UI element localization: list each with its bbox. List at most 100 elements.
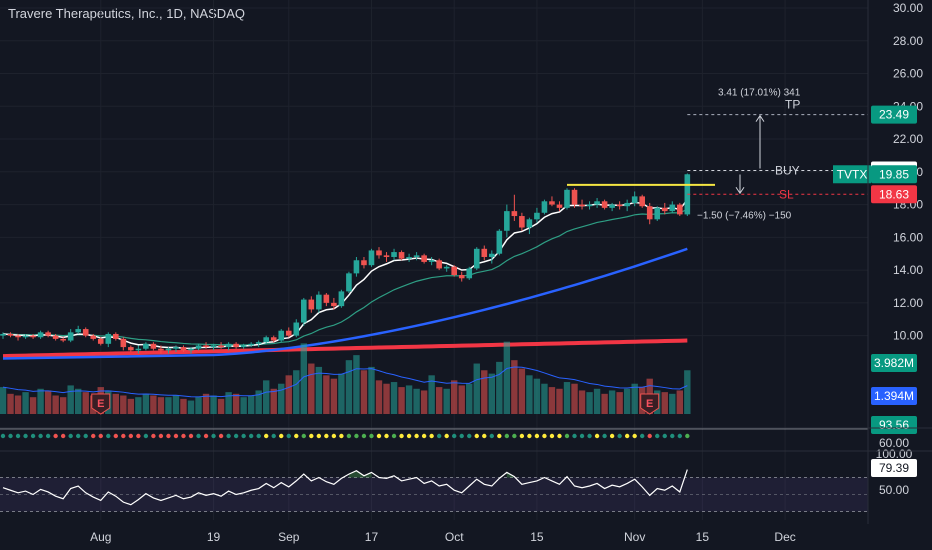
volume-bar bbox=[210, 395, 217, 414]
signal-dot bbox=[158, 433, 164, 439]
volume-bar bbox=[563, 382, 571, 414]
signal-dot bbox=[264, 433, 269, 439]
profit-arrow-head bbox=[755, 114, 765, 122]
symbol-tag-bg bbox=[833, 165, 871, 184]
candle-body bbox=[489, 253, 495, 257]
candle bbox=[428, 256, 435, 266]
price-axis-tick: 22.00 bbox=[893, 132, 923, 146]
signal-dot bbox=[339, 433, 344, 439]
signal-dot bbox=[640, 433, 645, 439]
candle-body bbox=[451, 266, 457, 276]
loss-arrow-head bbox=[735, 186, 745, 195]
signal-dot bbox=[30, 433, 36, 439]
signal-dot bbox=[369, 433, 374, 439]
signal-dot bbox=[421, 433, 427, 439]
candle bbox=[421, 253, 427, 264]
candle-body bbox=[361, 260, 367, 266]
earnings-marker-letter: E bbox=[646, 398, 653, 410]
candle bbox=[331, 297, 337, 310]
volume-bar bbox=[556, 388, 563, 414]
volume-bar bbox=[195, 397, 202, 414]
earnings-marker-shape bbox=[91, 393, 111, 415]
volume-bar bbox=[443, 388, 450, 414]
sl-label: SL bbox=[779, 187, 794, 201]
candle bbox=[90, 333, 97, 341]
candle bbox=[481, 245, 488, 261]
candle bbox=[586, 201, 593, 210]
signal-dot bbox=[624, 433, 630, 439]
signal-dot bbox=[497, 433, 502, 439]
volume-bar bbox=[52, 395, 59, 414]
signal-dot bbox=[173, 433, 179, 439]
signal-dot bbox=[519, 433, 525, 439]
volume-bar bbox=[120, 395, 127, 414]
signal-dot bbox=[414, 433, 419, 439]
date-axis-tick: 19 bbox=[207, 530, 221, 544]
signal-dot bbox=[91, 433, 96, 439]
volume-bar bbox=[435, 387, 443, 414]
volume-bar bbox=[338, 373, 345, 414]
volume-value-badge: 3.982M bbox=[874, 356, 914, 370]
volume-bar bbox=[59, 397, 67, 414]
signal-upper-badge-bg bbox=[871, 416, 917, 434]
volume-bar bbox=[571, 383, 578, 414]
candle bbox=[255, 340, 262, 348]
volume-bar bbox=[75, 388, 82, 414]
ema-mid-line bbox=[2, 208, 688, 346]
rsi-overbought-fill bbox=[348, 470, 372, 478]
signal-dot bbox=[38, 433, 43, 439]
price-axis-tick: 30.00 bbox=[893, 1, 923, 15]
volume-bar bbox=[300, 343, 307, 414]
earnings-marker-shape bbox=[640, 393, 660, 415]
signal-dot bbox=[489, 433, 494, 439]
volume-bar bbox=[165, 397, 172, 414]
signal-dot bbox=[286, 433, 291, 439]
candle bbox=[60, 337, 66, 343]
candle-body bbox=[293, 322, 300, 336]
candle bbox=[195, 343, 202, 351]
candle-body bbox=[406, 256, 412, 259]
signal-dot bbox=[512, 433, 517, 439]
signal-dot bbox=[572, 433, 577, 439]
candle bbox=[466, 266, 473, 280]
signal-dot bbox=[662, 433, 667, 439]
candle-body bbox=[368, 250, 375, 266]
candle-body bbox=[301, 299, 307, 323]
candle bbox=[37, 330, 44, 339]
candle bbox=[406, 253, 412, 262]
candle-body bbox=[579, 204, 585, 207]
signal-dot bbox=[316, 433, 322, 439]
candle bbox=[218, 342, 224, 349]
volume-bar bbox=[451, 380, 458, 414]
candle-body bbox=[338, 291, 345, 307]
candle-body bbox=[60, 338, 66, 341]
candle-body bbox=[113, 333, 119, 339]
candle-body bbox=[37, 332, 44, 338]
candle-body bbox=[225, 343, 232, 348]
volume-bar bbox=[278, 383, 285, 414]
volume-bar bbox=[127, 398, 135, 414]
sl-price-badge-bg bbox=[871, 185, 917, 204]
candle bbox=[413, 252, 420, 261]
signal-dot bbox=[53, 433, 58, 439]
candle bbox=[594, 198, 600, 208]
candle bbox=[541, 199, 548, 215]
rsi-axis-top: 100.00 bbox=[876, 447, 913, 461]
signal-dot bbox=[301, 433, 306, 439]
candle-body bbox=[594, 201, 600, 205]
candle-body bbox=[255, 342, 262, 344]
signal-dot bbox=[68, 433, 73, 439]
candle-body bbox=[496, 230, 503, 254]
symbol-tag-label: TVTX bbox=[837, 167, 868, 181]
candle bbox=[473, 247, 480, 271]
candle bbox=[173, 345, 179, 352]
volume-bar bbox=[142, 393, 150, 414]
candle bbox=[248, 342, 254, 348]
volume-bar bbox=[593, 388, 601, 414]
volume-bar bbox=[217, 398, 225, 414]
signal-dot bbox=[233, 433, 239, 439]
volume-bar bbox=[232, 393, 240, 414]
volume-bar bbox=[315, 366, 323, 414]
date-axis-tick: Dec bbox=[774, 530, 795, 544]
